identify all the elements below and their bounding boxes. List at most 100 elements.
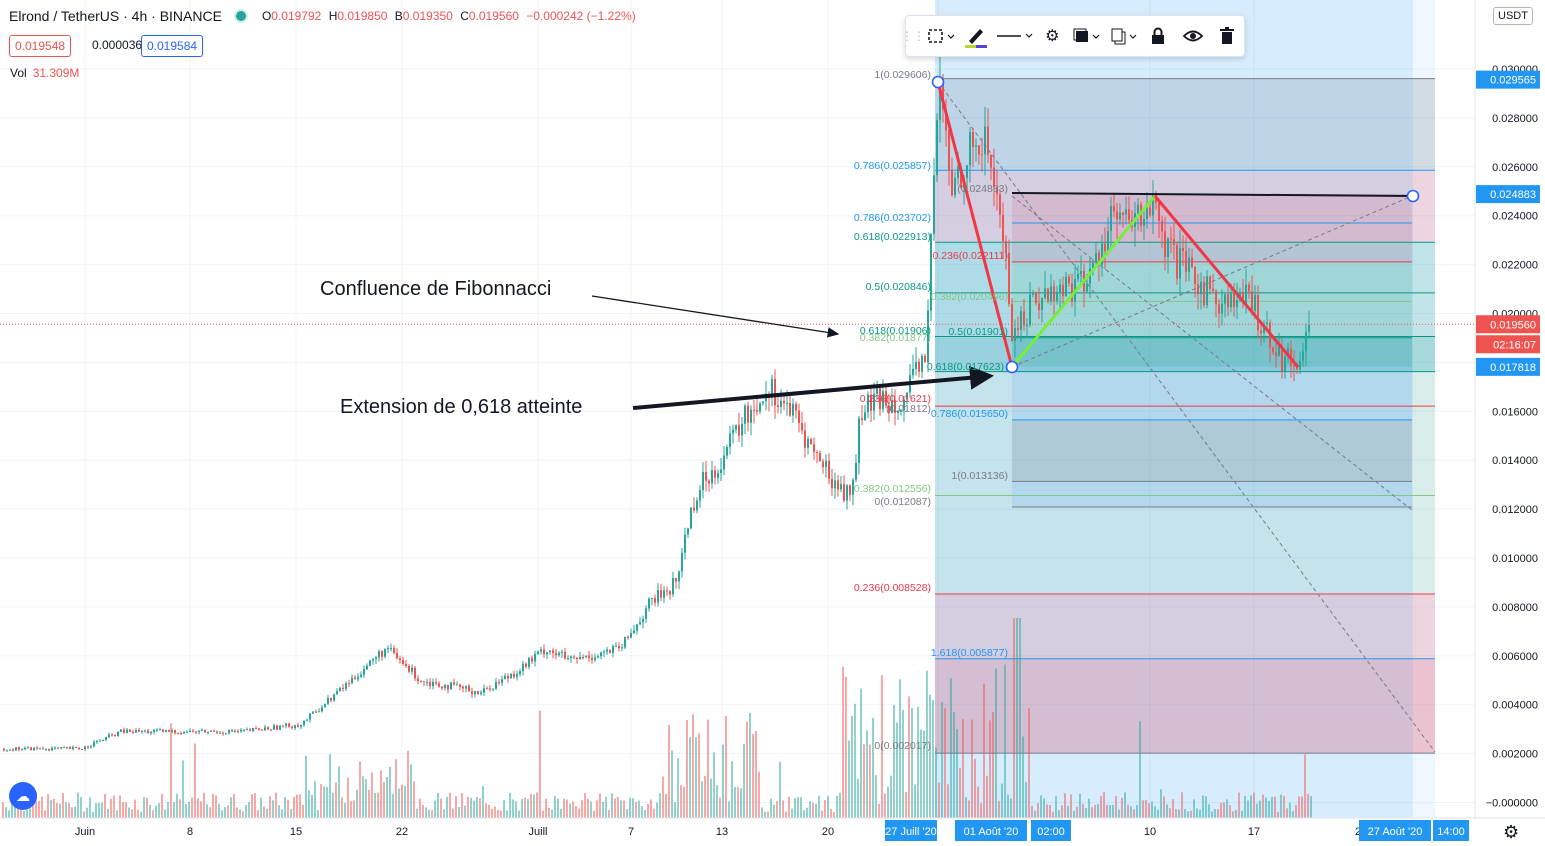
volume-bar: [692, 714, 694, 818]
volume-bar: [860, 688, 862, 818]
candle-body: [621, 647, 623, 649]
volume-bar: [1169, 808, 1171, 818]
candle-body: [978, 145, 980, 155]
tradingview-logo-icon[interactable]: ☁: [9, 782, 37, 810]
volume-bar: [227, 805, 229, 818]
volume-bar: [413, 781, 415, 818]
volume-bar: [872, 718, 874, 818]
volume-bar: [1007, 794, 1009, 818]
fib-level-label: 0.382(0.012556): [854, 483, 931, 495]
currency-button[interactable]: USDT: [1493, 7, 1533, 25]
gear-icon[interactable]: ⚙: [1045, 28, 1060, 45]
candle-body: [120, 729, 122, 732]
candle-body: [981, 154, 983, 156]
candle-body: [396, 652, 398, 659]
candle-body: [975, 145, 977, 147]
volume-bar: [752, 734, 754, 818]
volume-bar: [119, 795, 121, 818]
volume-bar: [1199, 809, 1201, 818]
candle-body: [1101, 243, 1103, 265]
candle-body: [231, 730, 233, 732]
candle-body: [378, 651, 380, 658]
volume-bar: [677, 758, 679, 818]
volume-bar: [548, 807, 550, 818]
clone-icon[interactable]: [1105, 16, 1141, 56]
layers-icon[interactable]: [1068, 16, 1106, 56]
pencil-icon[interactable]: [960, 16, 992, 56]
volume-bar: [1238, 792, 1240, 818]
volume-bar: [569, 803, 571, 818]
volume-bar: [311, 794, 313, 818]
candle-body: [1242, 291, 1244, 304]
grip-icon[interactable]: ⋮⋮: [901, 29, 925, 43]
volume-bar: [479, 798, 481, 818]
volume-bar: [767, 811, 769, 818]
candle-body: [417, 678, 419, 682]
fib-level-label: 0.236(0.01621): [860, 393, 931, 405]
volume-bar: [470, 797, 472, 818]
volume-bar: [617, 796, 619, 818]
volume-bar: [593, 810, 595, 818]
sell-price-button[interactable]: 0.019548: [9, 35, 72, 57]
volume-bar: [263, 806, 265, 818]
candle-body: [777, 405, 779, 407]
candle-body: [633, 630, 635, 634]
candle-body: [1254, 295, 1256, 311]
candle-body: [1212, 288, 1214, 292]
volume-bar: [887, 786, 889, 818]
candle-body: [732, 429, 734, 434]
candle-body: [666, 590, 668, 592]
volume-bar: [275, 792, 277, 818]
volume-bar: [521, 798, 523, 818]
volume-bar: [35, 792, 37, 818]
candle-body: [936, 120, 938, 176]
candle-body: [531, 657, 533, 662]
candle-body: [1281, 345, 1283, 372]
volume-bar: [1049, 805, 1051, 818]
volume-bar: [854, 703, 856, 818]
gear-icon[interactable]: ⚙: [1503, 822, 1520, 842]
line-style-icon[interactable]: [992, 16, 1037, 56]
candle-body: [702, 472, 704, 491]
volume-bar: [29, 808, 31, 818]
volume-bar: [164, 809, 166, 818]
candle-body: [285, 723, 287, 726]
resistance-line: [1011, 192, 1413, 197]
candle-body: [318, 711, 320, 713]
candle-body: [78, 747, 80, 750]
volume-bar: [1058, 810, 1060, 818]
lock-icon[interactable]: [1141, 16, 1175, 56]
volume-bar: [614, 798, 616, 818]
volume-bar: [254, 793, 256, 818]
candle-body: [240, 729, 242, 732]
volume-bar: [1295, 805, 1297, 818]
symbol-title[interactable]: Elrond / TetherUS · 4h · BINANCE: [9, 8, 222, 24]
select-area-icon[interactable]: [920, 16, 960, 56]
candle-body: [354, 677, 356, 680]
candle-body: [1095, 252, 1097, 263]
eye-icon[interactable]: [1176, 16, 1210, 56]
volume-bar: [965, 797, 967, 818]
candle-body: [1059, 284, 1061, 294]
volume-bar: [92, 811, 94, 818]
buy-price-button[interactable]: 0.019584: [141, 35, 204, 57]
candle-body: [615, 645, 617, 647]
trash-icon[interactable]: [1210, 16, 1244, 56]
candle-body: [537, 651, 539, 655]
candle-body: [1275, 352, 1277, 356]
volume-bar: [332, 792, 334, 818]
candle-body: [1251, 291, 1253, 311]
volume-bar: [170, 723, 172, 818]
candle-body: [744, 405, 746, 424]
volume-bar: [176, 793, 178, 818]
candle-body: [1200, 281, 1202, 295]
volume-bar: [932, 699, 934, 818]
volume-bar: [1217, 809, 1219, 818]
volume-bar: [485, 803, 487, 818]
volume-bar: [1226, 799, 1228, 818]
candle-body: [495, 682, 497, 689]
volume-bar: [539, 710, 541, 818]
volume-bar: [1283, 796, 1285, 818]
volume-bar: [356, 789, 358, 818]
